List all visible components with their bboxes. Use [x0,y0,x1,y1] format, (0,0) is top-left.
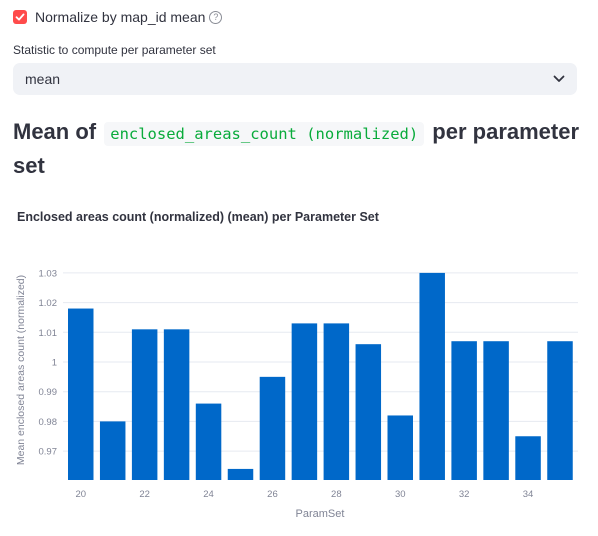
heading-metric-code: enclosed_areas_count (normalized) [104,122,425,146]
checkmark-icon [15,13,25,21]
bar-paramset-29[interactable] [355,344,382,480]
statistic-select-value: mean [25,71,61,87]
bar-paramset-34[interactable] [515,436,541,480]
bar-paramset-32[interactable] [451,341,477,480]
bar-paramset-21[interactable] [99,421,126,480]
chart-ticks: 0.97 0.98 0.99 1 1.01 1.02 1.03 20 22 24 26 28 30 32 3… [39,268,534,500]
statistic-select-label: Statistic to compute per parameter set [13,43,216,57]
x-tick-label: 24 [203,489,214,500]
chart-bars [68,272,573,480]
bar-paramset-23[interactable] [163,329,190,480]
question-circle-icon[interactable]: ? [209,10,223,24]
x-tick-label: 26 [267,489,278,500]
y-tick-label: 0.99 [39,387,58,398]
bar-paramset-26[interactable] [259,376,286,480]
bar-paramset-28[interactable] [323,323,350,480]
bar-paramset-20[interactable] [68,308,94,480]
statistic-select[interactable]: mean [13,63,577,95]
x-tick-label: 34 [523,489,534,500]
chart-title: Enclosed areas count (normalized) (mean)… [17,210,379,224]
x-tick-label: 28 [331,489,342,500]
y-tick-label: 0.97 [39,447,58,458]
x-tick-label: 22 [139,489,150,500]
x-tick-label: 30 [395,489,406,500]
bar-paramset-30[interactable] [387,415,414,480]
x-tick-label: 32 [459,489,470,500]
normalize-checkbox-label: Normalize by map_id mean [35,9,206,25]
bar-paramset-22[interactable] [131,329,158,480]
y-tick-label: 1.03 [39,268,58,279]
normalize-checkbox-row[interactable]: Normalize by map_id mean ? [13,9,223,25]
bar-paramset-33[interactable] [483,341,509,480]
heading-prefix: Mean of [13,119,103,144]
bar-paramset-25[interactable] [227,468,254,480]
y-tick-label: 1 [52,358,57,369]
x-tick-label: 20 [75,489,86,500]
y-tick-label: 0.98 [39,417,58,428]
x-axis-label: ParamSet [296,508,345,520]
y-tick-label: 1.02 [39,298,58,309]
chevron-down-icon [553,75,565,82]
heading-suffix: per parameter set [13,119,580,178]
bar-paramset-27[interactable] [291,323,318,480]
y-axis-label: Mean enclosed areas count (normalized) [15,275,27,465]
y-tick-label: 1.01 [39,328,58,339]
bar-paramset-35[interactable] [547,341,573,480]
normalize-checkbox[interactable] [13,10,27,24]
bar-paramset-31[interactable] [419,272,445,480]
bar-paramset-24[interactable] [195,403,222,480]
page-heading: Mean of enclosed_areas_count (normalized… [13,116,583,182]
